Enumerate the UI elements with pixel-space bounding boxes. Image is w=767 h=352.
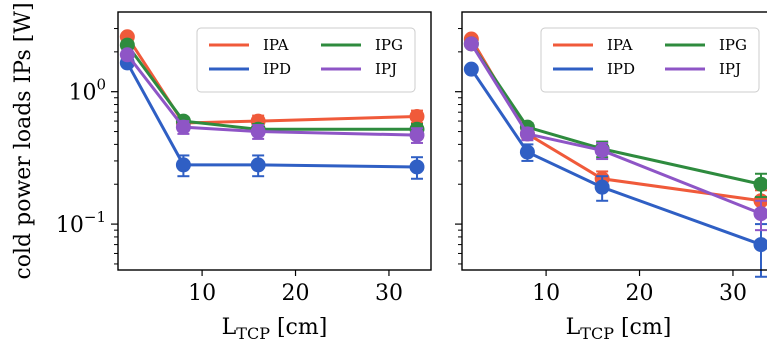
x-axis-title: LTCP [cm] <box>566 315 672 343</box>
series-line <box>470 42 762 186</box>
data-point <box>409 127 425 143</box>
series-line <box>126 35 418 125</box>
legend-label: IPG <box>375 36 403 54</box>
legend-label: IPA <box>263 36 289 54</box>
data-point <box>409 159 425 175</box>
data-point <box>753 237 767 253</box>
x-tick-label: 30 <box>719 281 747 306</box>
data-point <box>753 176 767 192</box>
data-point <box>594 142 610 158</box>
legend-label: IPG <box>719 36 747 54</box>
data-point <box>175 157 191 173</box>
series-line <box>126 53 418 137</box>
legend-label: IPJ <box>719 60 741 78</box>
x-tick-label: 10 <box>188 281 216 306</box>
series-ipj <box>463 36 767 232</box>
x-axis-title: LTCP [cm] <box>222 315 328 343</box>
legend-label: IPD <box>263 60 291 78</box>
data-point <box>409 108 425 124</box>
series-line <box>470 68 762 247</box>
plot-frame <box>117 11 432 271</box>
y-axis-title: cold power loads IPs [W] <box>11 2 36 279</box>
data-point <box>753 206 767 222</box>
panel-2: 10 20 30 LTCP [cm] IPA IPG IPD IPJ <box>455 11 767 343</box>
data-point <box>594 179 610 195</box>
data-point <box>250 157 266 173</box>
data-point <box>119 47 135 63</box>
series-line <box>126 62 418 169</box>
series-ipd <box>463 61 767 278</box>
data-point <box>463 61 479 77</box>
plot-frame <box>461 11 767 271</box>
x-tick-label: 10 <box>532 281 560 306</box>
x-tick-label: 30 <box>375 281 403 306</box>
data-point <box>519 126 535 142</box>
series-line <box>470 43 762 216</box>
y-tick-label: 10−1 <box>56 208 106 238</box>
y-tick-label: 100 <box>68 76 106 106</box>
legend: IPA IPG IPD IPJ <box>540 27 760 93</box>
legend-label: IPD <box>607 60 635 78</box>
legend: IPA IPG IPD IPJ <box>196 27 416 93</box>
data-point <box>519 144 535 160</box>
data-point <box>175 119 191 135</box>
series-ipj <box>119 47 425 144</box>
legend-label: IPJ <box>375 60 397 78</box>
data-point <box>463 36 479 52</box>
x-tick-label: 20 <box>626 281 654 306</box>
x-tick-label: 20 <box>282 281 310 306</box>
legend-label: IPA <box>607 36 633 54</box>
panel-1: 10 20 30 100 10−1 cold power loads IPs [W] LTC… <box>11 2 432 343</box>
data-point <box>250 124 266 140</box>
series-line <box>126 44 417 131</box>
